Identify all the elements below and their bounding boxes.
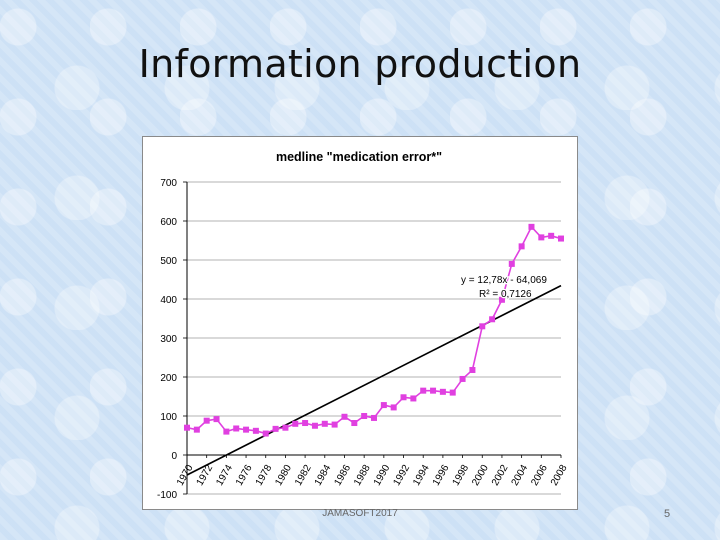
data-point — [518, 243, 525, 250]
data-point — [361, 413, 368, 419]
slide-title: Information production — [138, 42, 582, 86]
x-tick-label: 1982 — [293, 463, 314, 488]
data-point — [341, 413, 348, 420]
y-tick-label: 400 — [160, 295, 177, 306]
data-point — [449, 389, 456, 396]
data-point — [400, 394, 407, 401]
trendline — [186, 284, 562, 476]
slide-number: 5 — [664, 508, 671, 520]
data-point — [321, 420, 328, 427]
x-tick-label: 1984 — [313, 463, 334, 488]
x-tick-label: 1978 — [254, 463, 275, 488]
data-point — [243, 426, 250, 433]
data-point — [410, 395, 417, 402]
data-point — [203, 417, 210, 424]
data-point — [558, 235, 564, 242]
data-point — [380, 402, 387, 409]
data-point — [538, 234, 545, 241]
x-tick-label: 2002 — [490, 463, 511, 488]
x-tick-label: 1986 — [332, 463, 353, 488]
data-point — [528, 223, 535, 230]
data-point — [430, 387, 437, 394]
trendline-r-squared: R² = 0,7126 — [479, 289, 532, 300]
y-tick-label: 0 — [171, 451, 177, 462]
data-point — [292, 420, 299, 427]
data-point — [351, 420, 358, 427]
data-point — [479, 323, 486, 330]
y-tick-label: 200 — [160, 373, 177, 384]
y-tick-label: -100 — [157, 490, 177, 501]
x-tick-label: 1998 — [451, 463, 472, 488]
x-tick-label: 1996 — [431, 463, 452, 488]
slide-footer: JAMASOFT2017 — [322, 508, 398, 519]
data-point — [213, 416, 220, 423]
trendline-equation: y = 12,78x - 64,069 — [461, 275, 547, 286]
data-point — [469, 366, 476, 373]
data-point — [311, 422, 318, 429]
data-point — [223, 428, 230, 435]
y-tick-label: 700 — [160, 178, 177, 189]
x-tick-label: 1990 — [372, 463, 393, 488]
y-tick-label: 100 — [160, 412, 177, 423]
data-point — [331, 421, 338, 428]
data-point — [459, 375, 466, 382]
x-tick-label: 1994 — [411, 463, 432, 488]
data-point — [489, 316, 496, 323]
data-point — [420, 387, 427, 394]
data-point — [548, 232, 555, 239]
x-tick-label: 2008 — [549, 463, 570, 488]
x-tick-label: 2004 — [510, 463, 531, 488]
data-point — [252, 427, 259, 434]
line-chart: medline "medication error*" 700 600 500 400 3… — [157, 150, 570, 501]
x-tick-label: 1980 — [273, 463, 294, 488]
data-point — [371, 414, 377, 421]
chart-title: medline "medication error*" — [276, 150, 442, 164]
data-point — [508, 260, 515, 267]
data-point — [233, 425, 240, 432]
data-point — [193, 426, 200, 433]
x-tick-label: 1992 — [391, 463, 412, 488]
series-line — [186, 225, 562, 435]
y-tick-label: 500 — [160, 256, 177, 267]
data-point — [282, 424, 289, 431]
data-point — [262, 430, 269, 437]
data-point — [184, 424, 190, 431]
x-tick-label: 1988 — [352, 463, 373, 488]
data-point — [439, 388, 446, 395]
x-tick-label: 2006 — [529, 463, 550, 488]
x-tick-label: 1970 — [175, 463, 196, 488]
y-tick-label: 600 — [160, 217, 177, 228]
y-tick-label: 300 — [160, 334, 177, 345]
x-tick-label: 1976 — [234, 463, 255, 488]
data-point — [302, 420, 309, 427]
data-point — [498, 296, 505, 303]
data-point — [272, 425, 279, 432]
chart-frame: medline "medication error*" 700 600 500 400 3… — [142, 136, 578, 510]
x-tick-label: 1974 — [214, 463, 235, 488]
x-tick-label: 2000 — [470, 463, 491, 488]
data-point — [390, 404, 397, 411]
